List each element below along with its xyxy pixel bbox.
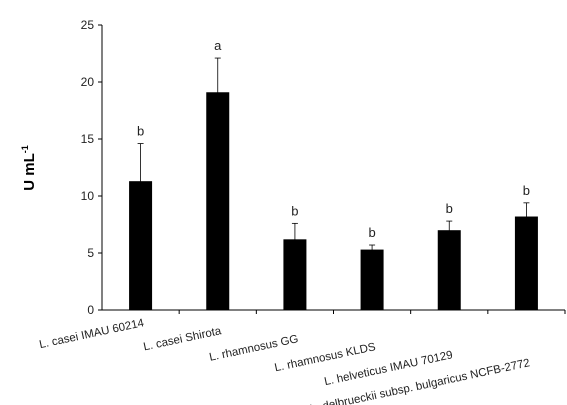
bar	[129, 181, 153, 310]
y-tick-label: 25	[81, 18, 95, 32]
category-label: L. casei IMAU 60214	[38, 317, 146, 351]
bar	[514, 216, 538, 310]
y-axis-title-main: U mL	[21, 153, 38, 191]
significance-label: b	[368, 225, 375, 240]
significance-label: b	[291, 203, 298, 218]
bar	[437, 230, 461, 310]
y-axis-title-superscript: -1	[20, 145, 30, 153]
y-tick-label: 20	[81, 75, 95, 89]
bar	[360, 249, 384, 310]
significance-label: a	[214, 38, 222, 53]
y-tick-label: 0	[87, 303, 94, 317]
y-axis-title: U mL-1	[20, 145, 38, 191]
bar	[283, 239, 307, 310]
y-tick-label: 15	[81, 132, 95, 146]
category-label: L. casei Shirota	[142, 325, 223, 353]
plot-area: 0 5 10 15 20 25 b L. casei IMAU 60214 a L. casei …	[38, 18, 566, 405]
significance-label: b	[446, 201, 453, 216]
significance-label: b	[137, 124, 144, 139]
y-tick-label: 10	[81, 189, 95, 203]
bar	[206, 92, 230, 310]
significance-label: b	[523, 183, 530, 198]
y-tick-label: 5	[87, 246, 94, 260]
